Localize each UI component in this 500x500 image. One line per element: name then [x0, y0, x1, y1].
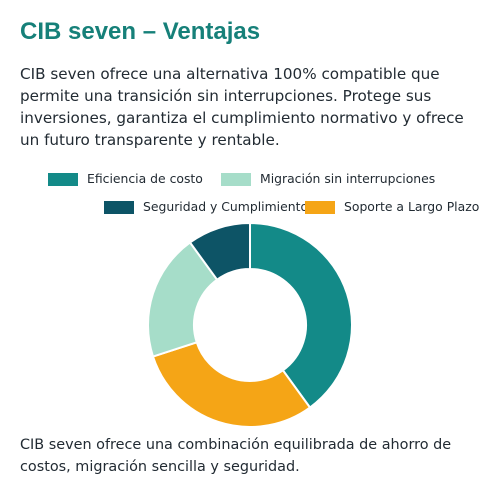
legend-swatch-migration: [221, 172, 251, 186]
legend-swatch-long-term-support: [305, 200, 335, 214]
legend-swatch-cost-efficiency: [48, 172, 78, 186]
legend-item-security: Seguridad y Cumplimiento: [104, 200, 308, 214]
legend-swatch-security: [104, 200, 134, 214]
summary-paragraph: CIB seven ofrece una combinación equilib…: [20, 437, 452, 475]
legend-label-migration: Migración sin interrupciones: [260, 171, 436, 186]
donut-slice-seguridad-y-cumplimiento: [188, 221, 251, 282]
legend-label-cost-efficiency: Eficiencia de costo: [87, 171, 203, 186]
legend-item-cost-efficiency: Eficiencia de costo: [48, 172, 203, 186]
intro-paragraph: CIB seven ofrece una alternativa 100% co…: [20, 65, 464, 149]
legend-item-long-term-support: Soporte a Largo Plazo: [305, 200, 479, 214]
legend-item-migration: Migración sin interrupciones: [221, 172, 435, 186]
legend-label-security: Seguridad y Cumplimiento: [143, 199, 309, 214]
page-title: CIB seven – Ventajas: [20, 18, 261, 45]
donut-slice-eficiencia-de-costo: [249, 221, 353, 409]
donut-slice-soporte-a-largo-plazo: [151, 341, 312, 428]
legend-label-long-term-support: Soporte a Largo Plazo: [344, 199, 480, 214]
